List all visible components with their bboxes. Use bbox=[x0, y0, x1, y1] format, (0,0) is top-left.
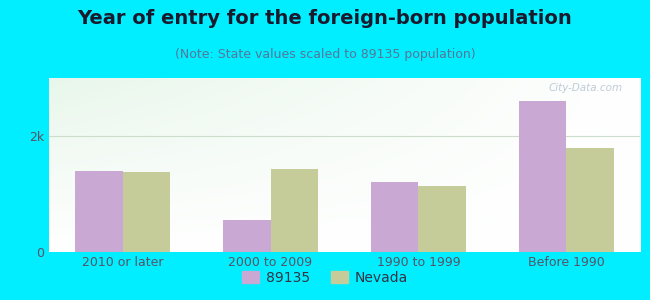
Bar bbox=[123, 172, 170, 252]
Text: Year of entry for the foreign-born population: Year of entry for the foreign-born popul… bbox=[77, 9, 573, 28]
Bar bbox=[75, 171, 123, 252]
Bar bbox=[419, 187, 466, 252]
Bar bbox=[223, 220, 270, 252]
Text: (Note: State values scaled to 89135 population): (Note: State values scaled to 89135 popu… bbox=[175, 48, 475, 61]
Text: City-Data.com: City-Data.com bbox=[549, 83, 623, 93]
Bar bbox=[519, 101, 566, 252]
Bar bbox=[566, 148, 614, 252]
Bar bbox=[270, 169, 318, 252]
Bar bbox=[371, 182, 419, 252]
Legend: 89135, Nevada: 89135, Nevada bbox=[237, 265, 413, 290]
